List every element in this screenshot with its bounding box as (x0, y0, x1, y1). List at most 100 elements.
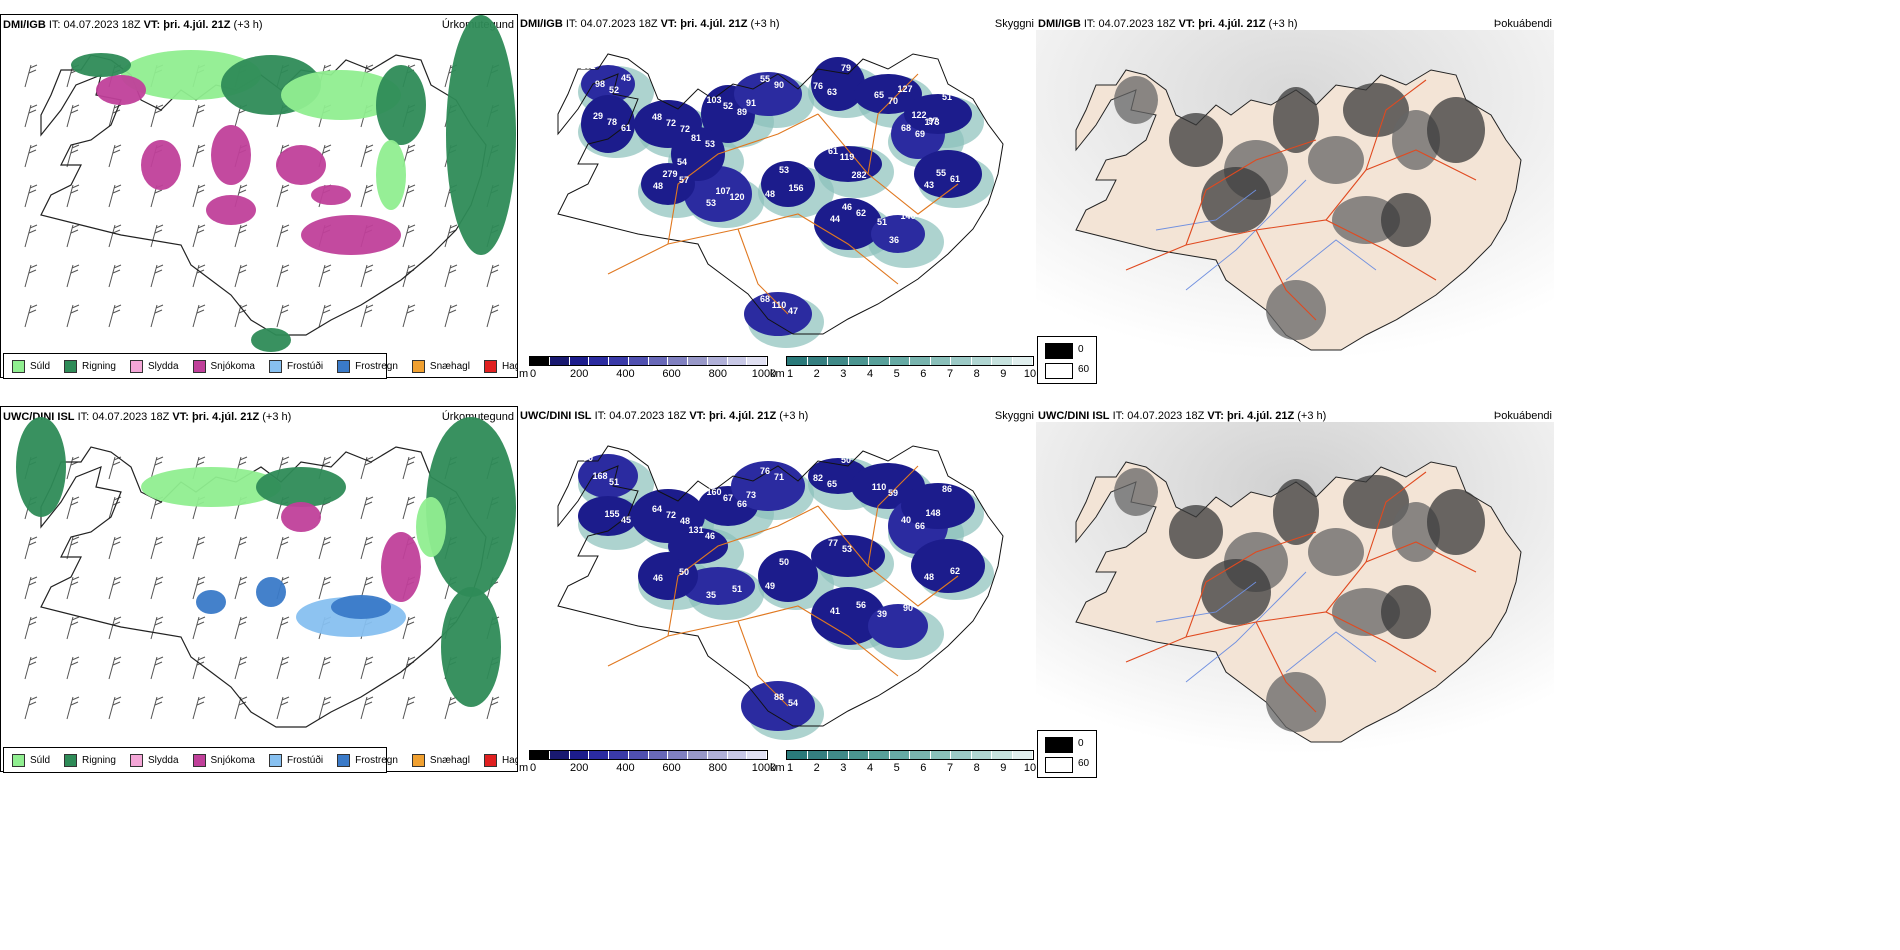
cloudbase-colorbar (529, 356, 768, 366)
cloudbase-value-label: 77 (828, 538, 838, 548)
cloudbase-value-label: 66 (737, 499, 747, 509)
cloudbase-value-label: 156 (788, 183, 803, 193)
colorbar-step (787, 751, 808, 759)
colorbar-step (628, 751, 649, 759)
roads (607, 73, 959, 315)
cloudbase-value-label: 63 (827, 87, 837, 97)
cloudbase-value-label: 72 (666, 510, 676, 520)
cloudbase-value-label: 65 (874, 90, 884, 100)
cloudbase-value-label: 47 (788, 306, 798, 316)
colorbar-tick-label: 800 (708, 368, 727, 380)
colorbar-step (807, 751, 828, 759)
fog-legend-min-label: 60 (1078, 758, 1090, 769)
fog-index-panel-row1: DMI/IGB IT: 04.07.2023 18Z VT: þri. 4.jú… (1036, 14, 1554, 378)
legend-swatch (483, 753, 497, 767)
fog-legend-max-label: 0 (1078, 344, 1084, 355)
precip-legend-item: Súld (12, 753, 50, 767)
cloudbase-value-label: 53 (706, 198, 716, 208)
colorbar-tick-label: 800 (708, 762, 727, 774)
cloudbase-value-label: 282 (851, 170, 866, 180)
colorbar-step (648, 357, 669, 365)
legend-swatch (129, 359, 143, 373)
precip-legend-item: Haglél (483, 359, 530, 373)
colorbar-step (971, 751, 992, 759)
cloudbase-value-label: 61 (621, 123, 631, 133)
cloudbase-value-label: 29 (593, 111, 603, 121)
precip-legend-item: Snjókoma (192, 753, 255, 767)
colorbar-tick-label: 2 (813, 762, 820, 774)
colorbar-step (549, 751, 570, 759)
legend-swatch (64, 753, 78, 767)
fog-legend-max-label: 0 (1078, 738, 1084, 749)
colorbar-tick-label: 1 (786, 762, 794, 774)
cloudbase-value-label: 40 (901, 515, 911, 525)
cloudbase-value-label: 69 (915, 129, 925, 139)
cloudbase-areas (578, 454, 985, 731)
cloudbase-value-label: 61 (828, 146, 838, 156)
cloudbase-value-label: 36 (889, 235, 899, 245)
colorbar-tick-label: 8 (973, 368, 980, 380)
cloudbase-value-label: 67 (723, 493, 733, 503)
legend-swatch (129, 753, 143, 767)
fog-areas (1114, 468, 1485, 732)
cloudbase-value-label: 51 (732, 584, 742, 594)
cloudbase-value-label: 173 (924, 117, 939, 127)
visibility-unit: km (770, 368, 785, 380)
product-name: Þokuábendi (1493, 410, 1552, 422)
legend-swatch (337, 359, 351, 373)
colorbar-step (589, 357, 609, 365)
iceland-outline (557, 445, 1004, 727)
cloudbase-unit: m (519, 762, 529, 774)
cloudbase-value-label: 279 (662, 169, 677, 179)
colorbar-step (747, 751, 767, 759)
colorbar-step (848, 751, 869, 759)
cloudbase-value-label: 103 (706, 95, 721, 105)
colorbar-step (707, 357, 728, 365)
colorbar-step (727, 357, 748, 365)
cloudbase-value-label: 88 (774, 692, 784, 702)
colorbar-step (530, 751, 550, 759)
cloudbase-map: 102 72 89 90 79 70 69 119 53 53 48 44 51 43 61 47 53 51 52… (557, 53, 1004, 348)
cloudbase-value-label: 51 (877, 217, 887, 227)
fog-legend-min-label: 60 (1078, 364, 1090, 375)
cloudbase-value-label: 46 (705, 531, 715, 541)
cloudbase-value-label: 59 (888, 488, 898, 498)
colorbar-step (688, 357, 708, 365)
colorbar-step (848, 357, 869, 365)
colorbar-step (869, 357, 890, 365)
cloudbase-value-label: 50 (679, 567, 689, 577)
cloudbase-value-label: 120 (729, 192, 744, 202)
roads (607, 465, 959, 707)
legend-swatch (12, 753, 25, 767)
cloudbase-value-label: 110 (772, 300, 787, 310)
colorbar-tick-label: 3 (840, 368, 847, 380)
legend-label: Frostúði (286, 754, 324, 766)
cloudbase-value-label: 97 (928, 116, 938, 126)
cloudbase-value-label: 53 (842, 544, 852, 554)
panel-header: UWC/DINI ISL IT: 04.07.2023 18Z VT: þri.… (3, 411, 292, 423)
colorbar-step (609, 751, 629, 759)
cloudbase-value-label: 140 (900, 211, 915, 221)
cloudbase-value-label: 131 (688, 525, 703, 535)
colorbar-step (807, 357, 828, 365)
colorbar-step (589, 751, 609, 759)
cloudbase-value-label: 45 (621, 73, 631, 83)
colorbar-tick-label: 200 (570, 762, 589, 774)
colorbar-tick-label: 1 (786, 368, 794, 380)
legend-label: Slydda (147, 754, 179, 766)
precip-areas (71, 15, 516, 352)
colorbar-step (828, 751, 849, 759)
cloudbase-value-label: 148 (925, 508, 940, 518)
colorbar-step (569, 357, 590, 365)
precip-legend-item: Slydda (129, 753, 179, 767)
precip-legend-item: Haglél (483, 753, 530, 767)
cloudbase-value-label: 89 (737, 107, 747, 117)
colorbar-step (569, 751, 590, 759)
colorbar-step (727, 751, 748, 759)
colorbar-tick-label: 10 (1023, 368, 1037, 380)
cloudbase-value-label: 66 (915, 521, 925, 531)
colorbar-step (930, 751, 951, 759)
colorbar-step (930, 357, 951, 365)
colorbar-step (688, 751, 708, 759)
cloudbase-value-label: 54 (677, 157, 687, 167)
